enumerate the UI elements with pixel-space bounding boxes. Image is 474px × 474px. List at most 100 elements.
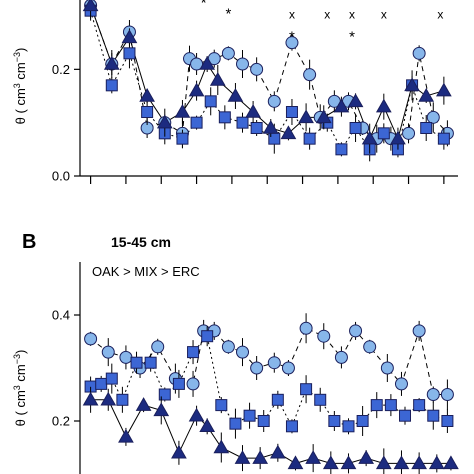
- square-point: [105, 79, 118, 92]
- triangle-point: [135, 397, 152, 411]
- triangle-point: [199, 55, 216, 70]
- triangle-point: [82, 391, 99, 406]
- square-point: [158, 388, 171, 401]
- circle-point: [412, 324, 426, 338]
- square-point: [413, 399, 426, 412]
- square-point: [349, 122, 362, 134]
- square-point: [215, 399, 228, 412]
- square-point: [420, 122, 433, 134]
- triangle-point: [234, 450, 251, 464]
- square-point: [437, 132, 450, 145]
- circle-point: [440, 388, 454, 401]
- square-point: [257, 415, 270, 427]
- square-point: [130, 356, 143, 369]
- svg-text:θ ( cm3 cm−3): θ ( cm3 cm−3): [12, 350, 28, 427]
- circle-point: [394, 377, 408, 391]
- circle-point: [250, 62, 264, 76]
- panel-b-ranking: OAK > MIX > ERC: [92, 264, 200, 279]
- y-tick-label: 0.2: [52, 414, 70, 429]
- triangle-point: [209, 71, 226, 86]
- triangle-point: [322, 455, 339, 470]
- square-point: [399, 409, 412, 422]
- triangle-point: [280, 125, 297, 140]
- square-point: [271, 393, 284, 406]
- x-annotation: x: [349, 7, 355, 21]
- circle-point: [402, 126, 416, 140]
- panel-b: B 15-45 cm OAK > MIX > ERC θ ( cm3 cm−3)…: [12, 231, 459, 474]
- square-point: [328, 415, 341, 427]
- square-point: [384, 399, 397, 412]
- circle-point: [236, 345, 250, 359]
- y-tick-label: 0.0: [52, 169, 70, 184]
- y-tick-label: 0.4: [52, 308, 70, 323]
- triangle-point: [227, 87, 244, 102]
- triangle-point: [347, 93, 364, 108]
- panel-a-axes: 0.0 0.2: [52, 0, 458, 184]
- circle-point: [101, 345, 115, 359]
- circle-point: [380, 361, 394, 375]
- square-point: [172, 377, 185, 390]
- square-point: [356, 415, 369, 427]
- triangle-point: [418, 87, 435, 102]
- square-point: [218, 111, 231, 124]
- circle-point: [267, 94, 281, 108]
- panel-b-markers: [82, 313, 459, 474]
- x-annotation: x: [324, 7, 330, 21]
- circle-point: [285, 36, 299, 50]
- panel-a-significance-markers: * * x * x x * x x: [201, 0, 444, 45]
- triangle-point: [153, 402, 170, 417]
- triangle-point: [121, 29, 138, 44]
- triangle-series-line: [90, 399, 451, 464]
- triangle-point: [103, 55, 120, 70]
- square-point: [285, 420, 298, 433]
- x-annotation: x: [437, 7, 443, 21]
- square-point: [236, 116, 249, 129]
- square-point: [300, 383, 313, 396]
- circle-point: [426, 388, 440, 401]
- circle-point: [426, 110, 440, 124]
- triangle-point: [82, 0, 99, 12]
- circle-point: [349, 324, 363, 338]
- square-point: [176, 132, 189, 145]
- circle-point: [236, 57, 250, 71]
- triangle-point: [213, 439, 230, 454]
- triangle-point: [188, 407, 205, 422]
- circle-point: [186, 377, 200, 391]
- asterisk-annotation: *: [289, 28, 295, 45]
- circle-point: [84, 332, 98, 346]
- square-point: [314, 393, 327, 406]
- asterisk-annotation: *: [349, 28, 355, 45]
- triangle-point: [287, 455, 304, 470]
- square-point: [190, 116, 203, 129]
- square-point: [335, 143, 348, 156]
- square-point: [144, 356, 157, 369]
- square-point: [427, 409, 440, 422]
- square-point: [95, 377, 108, 390]
- square-point: [250, 122, 263, 134]
- triangle-point: [443, 455, 459, 470]
- square-point: [342, 420, 355, 433]
- triangle-point: [188, 82, 205, 97]
- circle-point: [334, 350, 348, 364]
- triangle-point: [199, 418, 216, 433]
- square-point: [141, 106, 154, 118]
- square-point: [243, 409, 256, 422]
- triangle-point: [305, 450, 322, 464]
- x-annotation: x: [289, 7, 295, 21]
- triangle-point: [174, 103, 191, 118]
- triangle-point: [171, 444, 187, 459]
- triangle-point: [139, 87, 155, 102]
- circle-point: [303, 68, 317, 82]
- square-point: [370, 399, 383, 412]
- square-point: [303, 132, 316, 145]
- square-point: [204, 95, 217, 108]
- panel-b-y-axis-label: θ ( cm3 cm−3): [12, 350, 28, 427]
- triangle-point: [262, 119, 279, 134]
- square-point: [123, 47, 136, 60]
- square-point: [201, 330, 214, 343]
- triangle-point: [404, 77, 420, 92]
- panel-a-y-axis-label: θ ( cm3 cm−3): [12, 48, 28, 125]
- circle-point: [317, 329, 331, 343]
- triangle-point: [298, 109, 314, 124]
